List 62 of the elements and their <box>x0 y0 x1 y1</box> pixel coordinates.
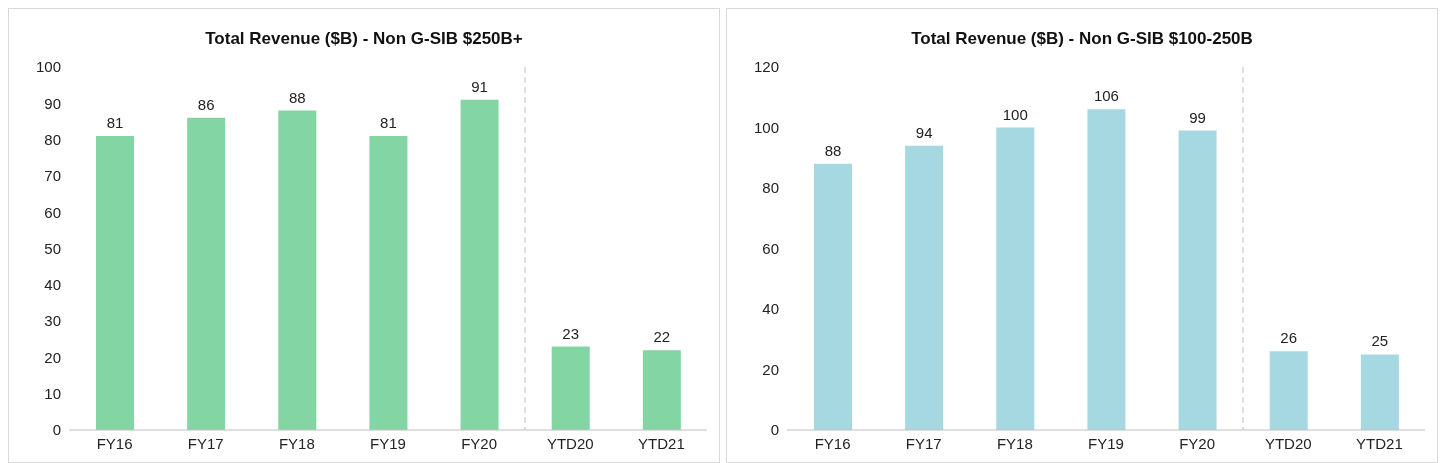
data-label: 81 <box>380 113 397 131</box>
x-tick-label: FY16 <box>96 434 133 452</box>
x-tick-label: FY18 <box>278 434 315 452</box>
bar <box>996 127 1035 430</box>
bar <box>96 135 134 430</box>
bar <box>1087 109 1126 430</box>
data-label: 26 <box>1280 329 1298 347</box>
y-tick-label: 40 <box>44 276 61 294</box>
y-tick-label: 20 <box>44 348 61 366</box>
y-tick-label: 120 <box>753 58 779 76</box>
data-label: 88 <box>288 88 306 106</box>
bar <box>1178 130 1217 430</box>
y-tick-label: 100 <box>753 118 779 136</box>
chart-title: Total Revenue ($B) - Non G-SIB $250B+ <box>204 29 524 50</box>
chart-title: Total Revenue ($B) - Non G-SIB $100-250B <box>910 29 1254 50</box>
x-tick-label: YTD21 <box>638 434 685 452</box>
y-tick-label: 60 <box>762 239 779 257</box>
bar <box>278 110 317 430</box>
x-tick-label: YTD20 <box>546 434 594 452</box>
data-label: 86 <box>197 95 215 113</box>
data-label: 23 <box>562 324 580 342</box>
x-tick-label: FY20 <box>1179 434 1216 452</box>
bar <box>905 145 944 430</box>
bar <box>1269 351 1308 430</box>
y-tick-label: 60 <box>44 203 61 221</box>
y-tick-label: 50 <box>44 239 61 257</box>
data-label: 106 <box>1093 87 1119 105</box>
bar <box>460 99 499 430</box>
y-tick-label: 0 <box>52 421 61 439</box>
x-tick-label: FY18 <box>996 434 1033 452</box>
x-tick-label: FY19 <box>370 434 406 452</box>
data-label: 22 <box>653 328 671 346</box>
x-tick-label: YTD21 <box>1356 434 1403 452</box>
y-tick-label: 10 <box>44 385 61 403</box>
bar <box>187 117 226 430</box>
x-tick-label: FY19 <box>1088 434 1124 452</box>
y-tick-label: 70 <box>44 167 61 185</box>
data-label: 25 <box>1371 332 1389 350</box>
y-tick-label: 30 <box>44 312 61 330</box>
data-label: 100 <box>1002 105 1028 123</box>
bar <box>814 163 852 430</box>
x-tick-label: FY16 <box>814 434 851 452</box>
data-label: 94 <box>915 123 933 141</box>
x-tick-label: YTD20 <box>1264 434 1312 452</box>
y-tick-label: 80 <box>762 179 779 197</box>
y-tick-label: 40 <box>762 300 779 318</box>
data-label: 99 <box>1189 108 1206 126</box>
data-label: 91 <box>471 77 488 95</box>
y-tick-label: 90 <box>44 94 61 112</box>
y-tick-label: 0 <box>770 421 779 439</box>
data-label: 81 <box>106 113 124 131</box>
bar <box>369 135 408 430</box>
x-tick-label: FY20 <box>461 434 498 452</box>
bar <box>1360 354 1399 430</box>
bar <box>642 350 681 430</box>
y-tick-label: 100 <box>35 58 61 76</box>
y-tick-label: 80 <box>44 130 61 148</box>
bar <box>551 346 590 430</box>
y-tick-label: 20 <box>762 360 779 378</box>
x-tick-label: FY17 <box>187 434 224 452</box>
data-label: 88 <box>824 141 842 159</box>
x-tick-label: FY17 <box>905 434 942 452</box>
